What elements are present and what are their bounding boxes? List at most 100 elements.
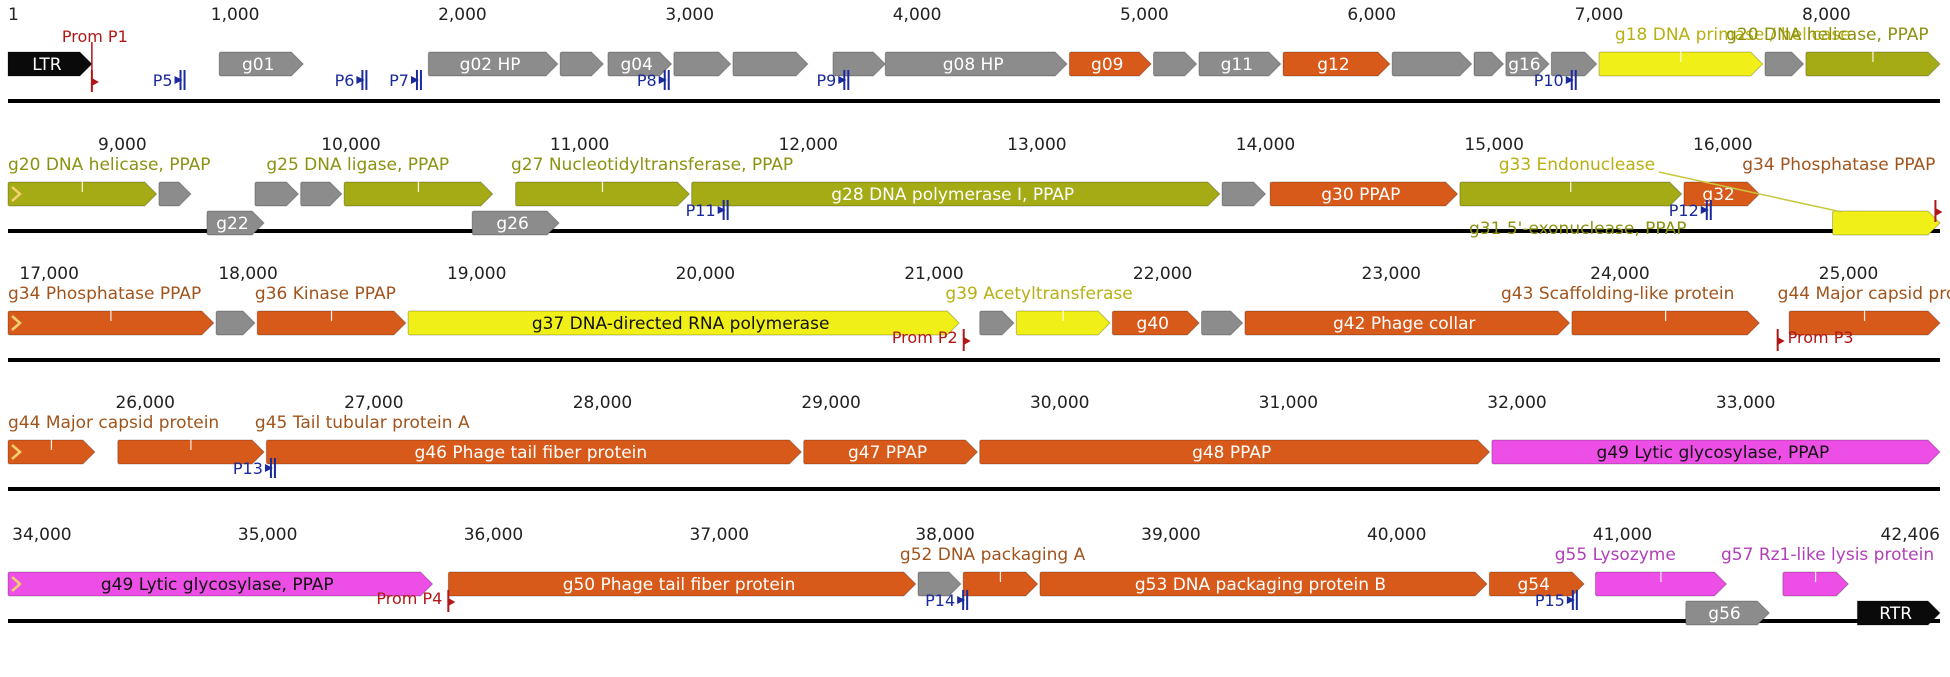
gene-feature[interactable] xyxy=(215,310,256,336)
gene-g34[interactable]: g34 Phosphatase PPAP xyxy=(7,284,215,336)
gene-feature[interactable] xyxy=(158,181,192,207)
gene-g33[interactable]: g33 Endonuclease g31 5'-exonuclease, PPAP xyxy=(1459,155,1687,239)
gene-g26[interactable]: g26 xyxy=(471,210,560,236)
promoter-p11[interactable]: P11 xyxy=(686,200,729,220)
promoter-p10[interactable]: P10 xyxy=(1534,70,1577,90)
gene-g04[interactable]: g04 xyxy=(607,51,673,77)
tick-label: 6,000 xyxy=(1347,5,1396,25)
gene-feature[interactable] xyxy=(1221,181,1267,207)
promoter-label: Prom P3 xyxy=(1788,328,1854,347)
gene-g44[interactable]: g44 Major capsid protein xyxy=(1778,284,1950,336)
gene-feature[interactable] xyxy=(917,571,962,597)
gene-g47[interactable]: g47 PPAP xyxy=(803,439,979,465)
gene-ltr[interactable]: LTR xyxy=(7,51,93,77)
gene-inner-label: g53 DNA packaging protein B xyxy=(1135,575,1386,595)
gene-g43[interactable]: g43 Scaffolding-like protein xyxy=(1501,284,1761,336)
promoter-prom-p2[interactable]: Prom P2 xyxy=(892,328,971,351)
gene-feature[interactable] xyxy=(1152,51,1198,77)
gene-g57[interactable]: g57 Rz1-like lysis protein xyxy=(1721,545,1934,597)
gene-feature[interactable] xyxy=(559,51,605,77)
promoter-p8[interactable]: P8 xyxy=(637,70,670,90)
gene-g40[interactable]: g40 xyxy=(1111,310,1200,336)
gene-feature[interactable] xyxy=(1764,51,1805,77)
gene-g22[interactable]: g22 xyxy=(206,210,265,236)
promoter-prom-p4[interactable]: Prom P4 xyxy=(376,589,456,612)
promoter-p12[interactable]: P12 xyxy=(1669,200,1712,220)
promoter-p6[interactable]: P6 xyxy=(335,70,368,90)
gene-g39[interactable]: g39 Acetyltransferase xyxy=(945,284,1133,336)
gene-label: g39 Acetyltransferase xyxy=(945,284,1132,304)
gene-feature[interactable] xyxy=(832,51,886,77)
gene-inner-label: g50 Phage tail fiber protein xyxy=(563,575,796,595)
gene-g09[interactable]: g09 xyxy=(1068,51,1152,77)
gene-inner-label: g48 PPAP xyxy=(1192,443,1271,463)
gene-feature[interactable] xyxy=(1201,310,1244,336)
gene-g55[interactable]: g55 Lysozyme xyxy=(1555,545,1728,597)
gene-g46[interactable]: g46 Phage tail fiber protein xyxy=(265,439,803,465)
label-leader-line xyxy=(1658,171,1842,213)
gene-g11[interactable]: g11 xyxy=(1198,51,1282,77)
gene-g49[interactable]: g49 Lytic glycosylase, PPAP xyxy=(7,571,434,597)
tick-label: 18,000 xyxy=(218,264,277,284)
gene-g16[interactable]: g16 xyxy=(1505,51,1550,77)
gene-g08[interactable]: g08 HP xyxy=(884,51,1068,77)
gene-feature[interactable] xyxy=(1550,51,1598,77)
gene-feature[interactable] xyxy=(300,181,343,207)
gene-g52[interactable]: g52 DNA packaging A xyxy=(900,545,1086,597)
gene-g18[interactable]: g18 DNA primase / helicase xyxy=(1598,25,1851,77)
gene-g49[interactable]: g49 Lytic glycosylase, PPAP xyxy=(1491,439,1941,465)
tick-label: 13,000 xyxy=(1007,135,1066,155)
promoter-p[interactable] xyxy=(1934,200,1943,222)
gene-feature[interactable] xyxy=(1832,210,1941,236)
gene-g20[interactable]: g20 DNA helicase, PPAP xyxy=(7,155,211,207)
tick-label: 29,000 xyxy=(801,393,860,413)
promoter-arrow-icon xyxy=(963,337,971,345)
gene-g50[interactable]: g50 Phage tail fiber protein xyxy=(447,571,917,597)
gene-g53[interactable]: g53 DNA packaging protein B xyxy=(1039,571,1488,597)
tick-label: 1,000 xyxy=(211,5,260,25)
promoter-prom-p1[interactable]: Prom P1 xyxy=(62,27,128,92)
gene-g12[interactable]: g12 xyxy=(1282,51,1391,77)
gene-g56[interactable]: g56 xyxy=(1685,600,1770,626)
gene-g44[interactable]: g44 Major capsid protein xyxy=(7,413,219,465)
promoter-label: P10 xyxy=(1534,71,1564,90)
gene-feature[interactable] xyxy=(1391,51,1473,77)
tick-label: 1 xyxy=(8,5,19,25)
gene-label: g33 Endonuclease xyxy=(1499,155,1655,175)
gene-feature[interactable] xyxy=(254,181,300,207)
promoter-p13[interactable]: P13 xyxy=(233,458,276,478)
promoter-arrow-icon xyxy=(448,598,456,606)
gene-g02[interactable]: g02 HP xyxy=(427,51,559,77)
gene-inner-label: g26 xyxy=(496,214,528,234)
tick-label: 39,000 xyxy=(1141,525,1200,545)
tick-label: 41,000 xyxy=(1593,525,1652,545)
promoter-prom-p3[interactable]: Prom P3 xyxy=(1776,328,1854,351)
promoter-p7[interactable]: P7 xyxy=(389,70,422,90)
gene-g20[interactable]: g20 DNA helicase, PPAP xyxy=(1726,25,1941,77)
promoter-p14[interactable]: P14 xyxy=(925,590,969,610)
gene-g45[interactable]: g45 Tail tubular protein A xyxy=(117,413,470,465)
gene-g36[interactable]: g36 Kinase PPAP xyxy=(255,284,407,336)
gene-feature[interactable] xyxy=(1473,51,1505,77)
gene-g30[interactable]: g30 PPAP xyxy=(1269,181,1459,207)
gene-inner-label: g16 xyxy=(1508,55,1540,75)
gene-g42[interactable]: g42 Phage collar xyxy=(1244,310,1571,336)
promoter-p5[interactable]: P5 xyxy=(153,70,186,90)
gene-feature[interactable] xyxy=(732,51,809,77)
gene-g01[interactable]: g01 xyxy=(218,51,304,77)
gene-g27[interactable]: g27 Nucleotidyltransferase, PPAP xyxy=(511,155,793,207)
promoter-p15[interactable]: P15 xyxy=(1535,590,1578,610)
tick-label: 2,000 xyxy=(438,5,487,25)
gene-g37[interactable]: g37 DNA-directed RNA polymerase xyxy=(407,310,960,336)
gene-g54[interactable]: g54 xyxy=(1488,571,1585,597)
promoter-p9[interactable]: P9 xyxy=(816,70,850,90)
gene-rtr[interactable]: RTR xyxy=(1856,600,1941,626)
gene-g28[interactable]: g28 DNA polymerase I, PPAP xyxy=(691,181,1221,207)
gene-g48[interactable]: g48 PPAP xyxy=(979,439,1491,465)
gene-feature[interactable] xyxy=(673,51,732,77)
gene-g25[interactable]: g25 DNA ligase, PPAP xyxy=(266,155,494,207)
gene-feature[interactable] xyxy=(979,310,1015,336)
promoter-arrow-icon xyxy=(717,206,726,214)
